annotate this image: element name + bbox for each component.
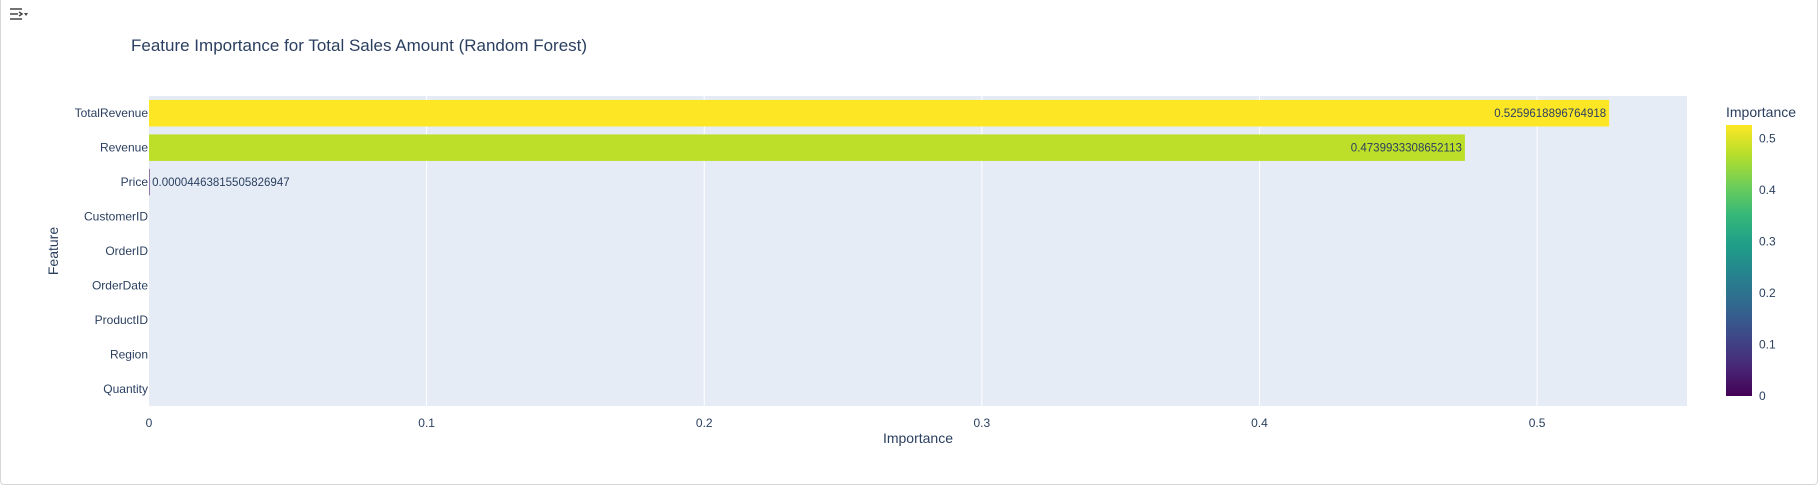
x-tick-label: 0	[146, 416, 153, 430]
y-tick-label: OrderDate	[92, 278, 148, 292]
x-tick-label: 0.1	[418, 416, 435, 430]
chart-title: Feature Importance for Total Sales Amoun…	[131, 36, 587, 55]
colorbar-tick-label: 0.1	[1759, 337, 1776, 351]
x-tick-label: 0.5	[1529, 416, 1546, 430]
bar-totalrevenue	[149, 99, 1610, 127]
x-tick-label: 0.3	[974, 416, 991, 430]
bar-value-label: 0.4739933308652113	[1351, 143, 1462, 155]
x-tick-label: 0.2	[696, 416, 713, 430]
y-tick-label: OrderID	[105, 244, 148, 258]
chart-options-icon[interactable]	[8, 4, 30, 26]
bar-price	[149, 168, 150, 196]
bar-revenue	[149, 134, 1465, 161]
y-tick-label: TotalRevenue	[75, 106, 149, 120]
x-axis-title: Importance	[883, 430, 953, 446]
y-tick-label: Region	[110, 347, 148, 361]
y-tick-label: CustomerID	[84, 210, 148, 224]
colorbar-tick-label: 0.4	[1759, 183, 1776, 197]
bar-value-label: 0.5259618896764918	[1494, 108, 1606, 120]
y-tick-label: Revenue	[100, 141, 148, 155]
y-tick-label: Quantity	[103, 382, 148, 396]
x-tick-label: 0.4	[1251, 416, 1268, 430]
colorbar-tick-label: 0.5	[1759, 131, 1776, 145]
y-axis-title: Feature	[45, 227, 61, 275]
colorbar-title: Importance	[1726, 104, 1796, 120]
y-tick-label: Price	[121, 175, 149, 189]
bar-value-label: 0.00004463815505826947	[152, 177, 290, 189]
y-tick-label: ProductID	[95, 313, 149, 327]
colorbar-tick-label: 0	[1759, 389, 1766, 403]
colorbar	[1726, 125, 1752, 396]
colorbar-tick-label: 0.2	[1759, 286, 1776, 300]
colorbar-tick-label: 0.3	[1759, 234, 1776, 248]
